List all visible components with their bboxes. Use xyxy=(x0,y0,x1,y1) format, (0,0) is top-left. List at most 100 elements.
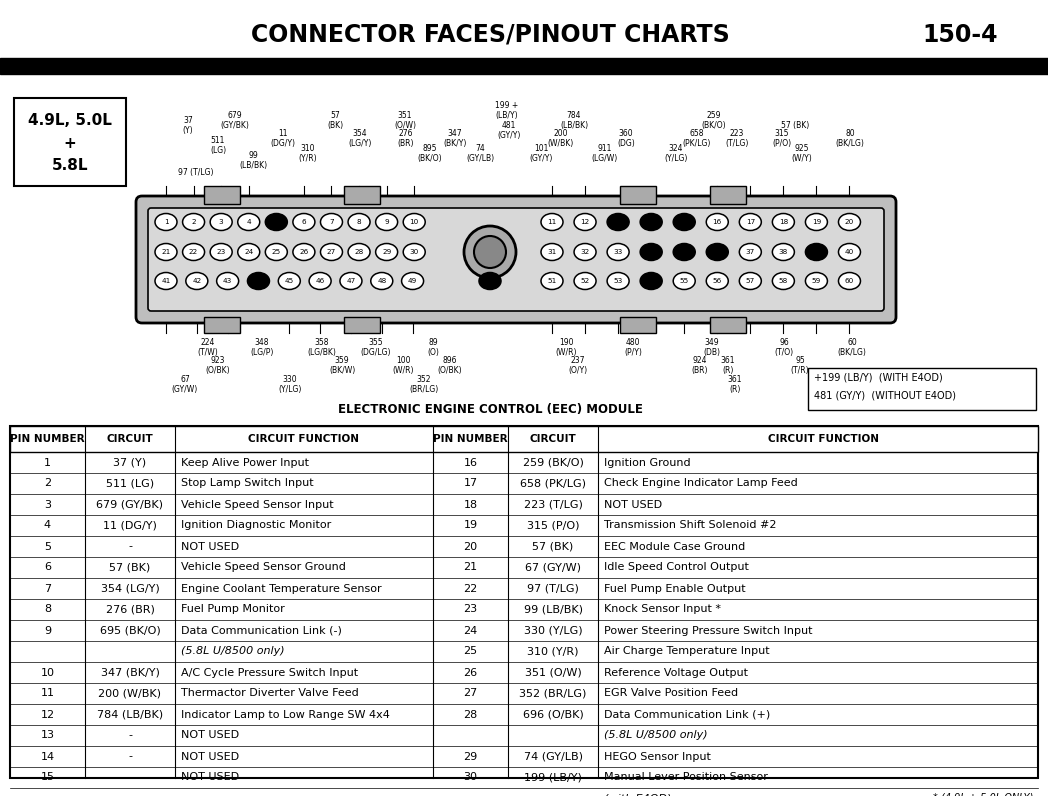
Ellipse shape xyxy=(321,213,343,231)
Ellipse shape xyxy=(838,272,860,290)
Text: Air Charge Temperature Input: Air Charge Temperature Input xyxy=(604,646,769,657)
Ellipse shape xyxy=(211,213,233,231)
Ellipse shape xyxy=(541,244,563,260)
Ellipse shape xyxy=(806,244,828,260)
Ellipse shape xyxy=(739,272,761,290)
Text: 33: 33 xyxy=(613,249,623,255)
Bar xyxy=(14,98,126,186)
Text: 348
(LG/P): 348 (LG/P) xyxy=(250,338,274,357)
Bar xyxy=(344,317,380,333)
Ellipse shape xyxy=(607,244,629,260)
Text: 351
(O/W): 351 (O/W) xyxy=(394,111,416,130)
Text: 24: 24 xyxy=(463,626,478,635)
Ellipse shape xyxy=(321,244,343,260)
Text: NOT USED: NOT USED xyxy=(181,541,239,552)
Ellipse shape xyxy=(574,244,596,260)
Text: 37: 37 xyxy=(746,249,755,255)
Text: NOT USED: NOT USED xyxy=(604,500,662,509)
Text: 10: 10 xyxy=(41,668,54,677)
Ellipse shape xyxy=(607,272,629,290)
Text: 259 (BK/O): 259 (BK/O) xyxy=(523,458,584,467)
Text: 51: 51 xyxy=(547,278,556,284)
Text: 679
(GY/BK): 679 (GY/BK) xyxy=(220,111,249,130)
Ellipse shape xyxy=(265,244,287,260)
Text: 57: 57 xyxy=(746,278,755,284)
Text: 7: 7 xyxy=(329,219,333,225)
Text: CIRCUIT: CIRCUIT xyxy=(529,434,576,444)
Text: 10: 10 xyxy=(410,219,419,225)
Text: 95
(T/R): 95 (T/R) xyxy=(790,356,809,376)
Text: 361
(R): 361 (R) xyxy=(727,375,742,394)
Text: 30: 30 xyxy=(410,249,419,255)
Text: 360
(DG): 360 (DG) xyxy=(617,129,635,148)
Text: 237
(O/Y): 237 (O/Y) xyxy=(568,356,588,376)
Text: PIN NUMBER: PIN NUMBER xyxy=(433,434,508,444)
Text: 8: 8 xyxy=(44,604,51,615)
Text: 58: 58 xyxy=(779,278,788,284)
Text: 42: 42 xyxy=(192,278,201,284)
Text: 6: 6 xyxy=(302,219,306,225)
Text: 38: 38 xyxy=(779,249,788,255)
Text: 310
(Y/R): 310 (Y/R) xyxy=(299,143,318,163)
Circle shape xyxy=(474,236,506,268)
Text: PIN NUMBER: PIN NUMBER xyxy=(10,434,85,444)
Text: 896
(O/BK): 896 (O/BK) xyxy=(438,356,462,376)
Text: 9: 9 xyxy=(44,626,51,635)
Bar xyxy=(709,317,746,333)
Text: 49: 49 xyxy=(408,278,417,284)
Ellipse shape xyxy=(182,244,204,260)
Text: Ignition Diagnostic Monitor: Ignition Diagnostic Monitor xyxy=(181,521,331,530)
Ellipse shape xyxy=(838,213,860,231)
Text: 31: 31 xyxy=(547,249,556,255)
Text: 359
(BK/W): 359 (BK/W) xyxy=(329,356,355,376)
Ellipse shape xyxy=(185,272,208,290)
Text: 41: 41 xyxy=(161,278,171,284)
Text: 4: 4 xyxy=(44,521,51,530)
Ellipse shape xyxy=(375,213,397,231)
Text: A/C Cycle Pressure Switch Input: A/C Cycle Pressure Switch Input xyxy=(181,668,358,677)
Text: 18: 18 xyxy=(779,219,788,225)
Text: 925
(W/Y): 925 (W/Y) xyxy=(791,143,812,163)
Text: HEGO Sensor Input: HEGO Sensor Input xyxy=(604,751,711,762)
Text: -: - xyxy=(128,772,132,782)
Text: Power Steering Pressure Switch Input: Power Steering Pressure Switch Input xyxy=(604,626,812,635)
Text: 11 (DG/Y): 11 (DG/Y) xyxy=(103,521,157,530)
Circle shape xyxy=(464,226,516,278)
Text: 28: 28 xyxy=(354,249,364,255)
Text: 224
(T/W): 224 (T/W) xyxy=(198,338,218,357)
Text: 96
(T/O): 96 (T/O) xyxy=(774,338,793,357)
Text: 80
(BK/LG): 80 (BK/LG) xyxy=(835,129,865,148)
Text: Knock Sensor Input *: Knock Sensor Input * xyxy=(604,604,721,615)
Bar xyxy=(620,186,656,204)
Text: 511
(LG): 511 (LG) xyxy=(210,135,226,155)
Text: 40: 40 xyxy=(845,249,854,255)
Text: 21: 21 xyxy=(463,563,478,572)
Text: 99
(LB/BK): 99 (LB/BK) xyxy=(239,150,267,170)
Text: 17: 17 xyxy=(746,219,755,225)
Text: 8: 8 xyxy=(356,219,362,225)
Text: 324
(Y/LG): 324 (Y/LG) xyxy=(664,143,687,163)
Ellipse shape xyxy=(309,272,331,290)
Text: 352 (BR/LG): 352 (BR/LG) xyxy=(520,689,587,699)
Text: Idle Speed Control Output: Idle Speed Control Output xyxy=(604,563,749,572)
Text: 347
(BK/Y): 347 (BK/Y) xyxy=(443,129,466,148)
Text: Stop Lamp Switch Input: Stop Lamp Switch Input xyxy=(181,478,313,489)
Text: 1: 1 xyxy=(44,458,51,467)
Text: 11: 11 xyxy=(547,219,556,225)
Text: 354
(LG/Y): 354 (LG/Y) xyxy=(348,129,372,148)
Bar xyxy=(10,426,1038,778)
Text: 911
(LG/W): 911 (LG/W) xyxy=(592,143,618,163)
Text: 2: 2 xyxy=(192,219,196,225)
Text: 15: 15 xyxy=(41,772,54,782)
Text: Engine Coolant Temperature Sensor: Engine Coolant Temperature Sensor xyxy=(181,583,381,594)
Text: 26: 26 xyxy=(300,249,308,255)
Text: 7: 7 xyxy=(44,583,51,594)
Text: 11: 11 xyxy=(41,689,54,699)
Ellipse shape xyxy=(371,272,393,290)
Text: 21: 21 xyxy=(161,249,171,255)
Ellipse shape xyxy=(640,272,662,290)
Text: 57 (BK): 57 (BK) xyxy=(781,121,809,130)
Text: Data Communication Link (+): Data Communication Link (+) xyxy=(604,709,770,720)
Text: Data Communication Link (-): Data Communication Link (-) xyxy=(181,626,342,635)
Text: Reference Voltage Output: Reference Voltage Output xyxy=(604,668,748,677)
